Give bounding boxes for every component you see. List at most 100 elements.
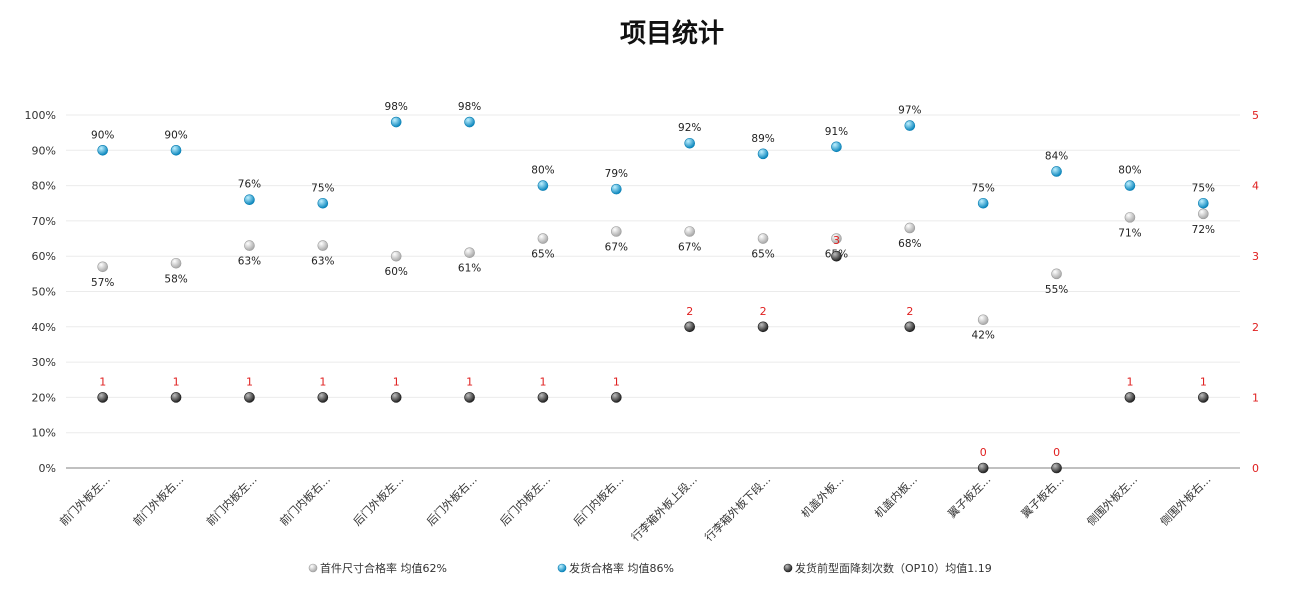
data-point [1124,180,1136,191]
legend-item: 首件尺寸合格率 均值62% [308,561,447,575]
data-point [97,392,108,403]
data-point [1051,166,1062,177]
data-point [904,321,916,333]
data-label: 72% [1192,224,1215,236]
left-tick-label: 60% [32,250,56,263]
category-label: 后门外板右... [423,472,479,528]
legend-label: 发货前型面降刻次数（OP10）均值1.19 [795,561,992,575]
data-label: 3 [833,234,840,247]
data-label: 97% [898,105,921,117]
data-point [390,116,402,128]
data-point [1124,392,1136,403]
data-label: 1 [1126,375,1133,388]
data-label: 98% [385,101,408,113]
data-point [977,462,989,474]
legend-marker [308,563,318,573]
data-label: 67% [605,241,628,253]
left-tick-label: 70% [32,215,56,228]
data-point [684,321,695,333]
data-point [1198,392,1209,403]
data-point [977,197,989,209]
data-label: 1 [466,375,473,388]
data-point [1198,197,1209,209]
category-label: 行李箱外板下段... [701,472,773,544]
data-label: 63% [311,256,334,268]
legend-marker [783,563,793,573]
data-point [97,145,108,156]
category-label: 前门外板右... [130,472,186,528]
left-axis-ticks: 0% 10% 20% 30% 40% 50% 60% 70% 80% 90% 100% [25,109,56,475]
data-label: 2 [760,305,767,318]
left-tick-label: 10% [32,427,56,440]
data-point [464,392,475,403]
data-point [244,392,255,403]
series-1: 90% 90% 76% 75% 98% 98% 80% 79% 92% 89% 91% 97% 75% 8… [91,101,1215,209]
data-label: 75% [311,182,334,194]
data-point [97,261,108,273]
series-2: 1 1 1 1 1 1 1 1 2 2 3 2 0 0 1 1 [97,234,1209,474]
data-label: 80% [1118,165,1141,177]
data-marks: 57%58%63%63%60%61%65%67%67%65%65%68%42%5… [91,101,1215,474]
data-label: 75% [1192,182,1215,194]
data-label: 92% [678,122,701,134]
data-label: 63% [238,256,261,268]
data-point [611,183,622,195]
left-tick-label: 30% [32,356,56,369]
right-axis-ticks: 0 1 2 3 4 5 [1252,109,1259,475]
data-label: 2 [686,305,693,318]
data-point [904,120,916,131]
data-point [1198,208,1209,220]
gridlines [66,114,1240,469]
data-label: 1 [393,375,400,388]
data-point [684,226,695,237]
data-label: 1 [613,375,620,388]
data-label: 90% [164,129,187,141]
right-tick-label: 1 [1252,391,1259,404]
data-point [317,392,329,403]
data-label: 98% [458,101,481,113]
data-label: 65% [751,249,774,261]
right-tick-label: 3 [1252,250,1259,263]
data-label: 65% [531,249,554,261]
data-label: 0 [980,446,987,459]
category-label: 机盖内板... [871,472,919,520]
left-tick-label: 100% [25,109,56,122]
data-label: 79% [605,168,628,180]
data-point [1051,268,1062,280]
data-point [831,233,842,244]
data-point [537,180,549,191]
legend: 首件尺寸合格率 均值62% 发货合格率 均值86% 发货前型面降刻次数（OP10）均… [308,561,992,575]
data-label: 55% [1045,284,1068,296]
category-label: 侧围外板右... [1157,472,1213,528]
data-point [170,392,182,403]
category-label: 机盖外板... [798,472,846,520]
data-point [1051,462,1062,474]
data-label: 58% [164,273,187,285]
data-point [757,148,769,160]
data-label: 42% [972,330,995,342]
data-label: 89% [751,133,774,145]
right-tick-label: 0 [1252,462,1259,475]
data-point [537,392,549,403]
data-point [170,145,182,156]
data-label: 71% [1118,227,1141,239]
data-point [464,116,475,128]
data-point [977,314,989,326]
legend-item: 发货前型面降刻次数（OP10）均值1.19 [783,561,992,575]
data-label: 60% [385,266,408,278]
data-label: 84% [1045,150,1068,162]
data-point [244,240,255,251]
series-0: 57%58%63%63%60%61%65%67%67%65%65%68%42%5… [91,208,1215,342]
category-label: 行李箱外板上段... [628,472,700,544]
category-label: 前门外板左... [57,472,113,528]
right-tick-label: 4 [1252,180,1259,193]
data-label: 80% [531,165,554,177]
data-label: 75% [972,182,995,194]
left-tick-label: 20% [32,391,56,404]
chart-title: 项目统计 [620,18,724,49]
data-point [684,137,695,149]
data-point [390,392,402,403]
data-label: 1 [246,375,253,388]
data-point [317,240,329,251]
data-label: 0 [1053,446,1060,459]
